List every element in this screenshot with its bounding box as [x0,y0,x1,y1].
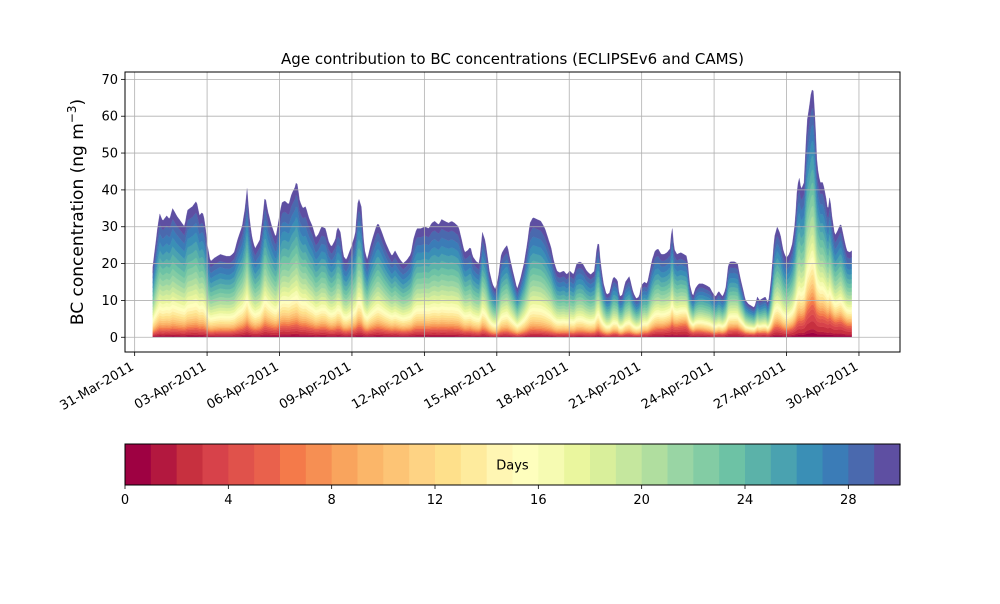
colorbar-bin [254,444,281,485]
svg-text:BC concentration (ng m−3): BC concentration (ng m−3) [65,99,88,325]
colorbar-bin [538,444,565,485]
colorbar-bin [176,444,204,485]
x-tick-label: 21-Apr-2011 [567,359,644,412]
colorbar-bin [357,444,384,485]
colorbar-bin [202,444,229,485]
y-tick-label: 60 [101,110,118,125]
x-tick-label: 15-Apr-2011 [422,359,499,412]
colorbar: Days 0 4 8 12 16 20 24 28 [121,443,901,508]
colorbar-tick-label: 0 [121,493,129,508]
x-tick-label: 03-Apr-2011 [132,359,209,412]
x-tick-label: 09-Apr-2011 [277,359,354,412]
plot-area: 0 10 20 30 40 50 60 70 31-Mar-201103-Apr-201106-… [58,71,901,414]
colorbar-bin [383,444,410,485]
colorbar-bin [693,444,720,485]
colorbar-bin [822,444,849,485]
x-tick-label: 27-Apr-2011 [711,359,788,412]
colorbar-bin [641,444,669,485]
grid [125,72,900,352]
colorbar-tick-label: 20 [633,493,650,508]
colorbar-bin [435,444,462,485]
colorbar-bin [228,444,255,485]
x-tick-label: 31-Mar-2011 [58,359,137,413]
colorbar-bin [848,444,875,485]
x-tick-label: 24-Apr-2011 [639,359,716,412]
colorbar-tick-label: 12 [427,493,444,508]
y-axis-label-close: ) [68,99,88,106]
colorbar-bin [486,444,514,485]
colorbar-bin [745,444,772,485]
colorbar-bin [150,444,178,485]
x-tick-label: 06-Apr-2011 [204,359,281,412]
colorbar-tick-label: 8 [328,493,336,508]
colorbar-tick-label: 24 [737,493,754,508]
x-tick-label: 12-Apr-2011 [349,359,426,412]
colorbar-frame [124,443,901,486]
colorbar-bin [719,444,746,485]
colorbar-bin [590,444,617,485]
colorbar-bin [331,444,359,485]
y-tick-label: 10 [101,294,118,309]
y-tick-label: 40 [101,183,118,198]
y-tick-label: 0 [110,331,118,346]
y-tick-label: 70 [101,73,118,88]
colorbar-bin [770,444,798,485]
colorbar-bin [460,444,488,485]
colorbar-bin [409,444,436,485]
plot-frame [124,71,901,353]
colorbar-bin [667,444,694,485]
colorbar-bin [512,444,539,485]
colorbar-label: Days [496,459,529,474]
colorbar-tick-label: 28 [840,493,857,508]
colorbar-tick-label: 16 [530,493,547,508]
colorbar-bin [305,444,333,485]
colorbar-bin [615,444,643,485]
chart-title: Age contribution to BC concentrations (E… [281,50,744,68]
y-axis-label-exponent: −3 [65,105,79,123]
y-axis-label-text: BC concentration (ng m [68,123,88,325]
y-tick-label: 50 [101,147,118,162]
age-band-29 [152,89,852,310]
colorbar-bin [125,444,152,485]
colorbar-tick-label: 4 [224,493,232,508]
colorbar-bin [874,444,901,485]
colorbar-bin [564,444,591,485]
x-tick-label: 30-Apr-2011 [784,359,861,412]
colorbar-bin [280,444,307,485]
y-axis-label: BC concentration (ng m−3) [65,99,88,325]
x-tick-label: 18-Apr-2011 [494,359,571,412]
colorbar-bin [796,444,824,485]
y-tick-label: 30 [101,220,118,235]
y-tick-label: 20 [101,257,118,272]
